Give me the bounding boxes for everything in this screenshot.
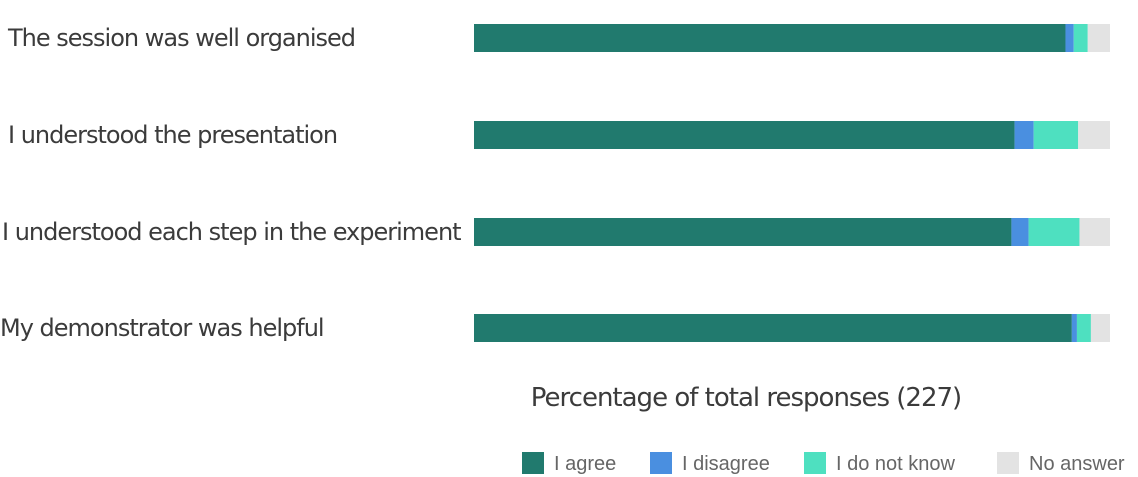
bar-segment-no-answer xyxy=(1087,24,1110,52)
legend-label: No answer xyxy=(1029,453,1125,475)
bar-segment-i-disagree xyxy=(1014,121,1034,149)
category-label: My demonstrator was helpful xyxy=(0,314,324,342)
legend-swatch xyxy=(804,452,826,474)
legend-swatch xyxy=(522,452,544,474)
bar-segment-i-agree xyxy=(474,218,1012,246)
bar-segment-i-agree xyxy=(474,121,1015,149)
x-axis-title: Percentage of total responses (227) xyxy=(531,383,961,413)
bar-segment-i-do-not-know xyxy=(1028,218,1080,246)
bar-area xyxy=(474,24,1110,342)
bar-segment-i-agree xyxy=(474,24,1066,52)
bar-segment-no-answer xyxy=(1078,121,1110,149)
legend-swatch xyxy=(997,452,1019,474)
legend-label: I do not know xyxy=(836,453,956,475)
legend-label: I agree xyxy=(554,453,616,475)
legend: I agree I disagree I do not know No answer xyxy=(522,452,1125,475)
category-label: I understood each step in the experiment xyxy=(2,218,461,246)
category-labels: The session was well organised I understo… xyxy=(0,24,462,342)
category-label: The session was well organised xyxy=(7,24,355,52)
category-label: I understood the presentation xyxy=(8,121,337,149)
bar-segment-i-disagree xyxy=(1071,314,1077,342)
legend-label: I disagree xyxy=(682,453,770,475)
bar-segment-i-disagree xyxy=(1065,24,1074,52)
bar-segment-no-answer xyxy=(1079,218,1110,246)
bar-segment-i-do-not-know xyxy=(1076,314,1091,342)
bar-segment-i-disagree xyxy=(1011,218,1029,246)
bar-segment-no-answer xyxy=(1090,314,1110,342)
legend-swatch xyxy=(650,452,672,474)
bar-segment-i-do-not-know xyxy=(1073,24,1088,52)
bar-segment-i-agree xyxy=(474,314,1072,342)
bar-segment-i-do-not-know xyxy=(1033,121,1079,149)
